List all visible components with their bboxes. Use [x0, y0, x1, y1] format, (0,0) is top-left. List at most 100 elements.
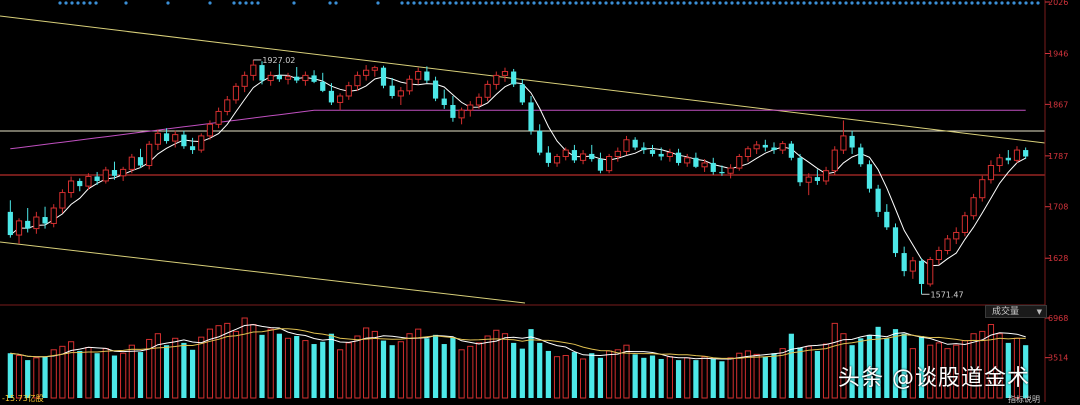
candle [50, 204, 57, 228]
event-marker [838, 1, 842, 5]
candle [553, 153, 561, 167]
volume-bar [294, 336, 300, 398]
event-marker [424, 1, 428, 5]
event-marker [454, 1, 458, 5]
candle [432, 76, 439, 102]
net-flow-label: -15.73亿股 [2, 394, 44, 403]
candle-body [528, 102, 534, 131]
event-marker [208, 1, 212, 5]
event-marker [1036, 1, 1040, 5]
candle-body [987, 165, 995, 181]
event-marker [508, 1, 512, 5]
volume-bar [579, 358, 587, 399]
event-marker [646, 1, 650, 5]
volume-bar [858, 338, 864, 398]
event-marker [898, 1, 902, 5]
event-marker [820, 1, 824, 5]
candle [450, 95, 456, 122]
candle-body [511, 71, 517, 85]
candle-body [953, 231, 960, 240]
candle [206, 120, 214, 140]
indicator-select-label: 成交量 [992, 307, 1020, 317]
event-marker [874, 1, 878, 5]
event-marker [1006, 1, 1010, 5]
candle-body [458, 109, 465, 119]
candle [537, 124, 543, 156]
candle [884, 204, 890, 230]
volume-bar [979, 330, 986, 399]
candle [42, 206, 48, 229]
candle-body [597, 159, 604, 171]
volume-ma-line [10, 328, 1026, 359]
volume-bar [753, 353, 760, 399]
candle-body [866, 164, 873, 189]
event-marker [460, 1, 464, 5]
volume-bar [987, 324, 995, 399]
candle [1013, 146, 1021, 163]
event-marker [580, 1, 584, 5]
volume-bar [553, 356, 561, 399]
volume-bar [67, 341, 75, 399]
candle-body [935, 249, 942, 261]
indicator-select[interactable]: 成交量 ▼ [985, 305, 1047, 318]
price-panel: 1927.02 1571.47 [0, 1, 1046, 306]
price-tick-label: 2026 [1048, 0, 1068, 7]
event-marker [958, 1, 962, 5]
candle-body [111, 170, 118, 176]
candle [320, 72, 326, 93]
event-marker [514, 1, 518, 5]
candle-body [537, 130, 543, 153]
event-marker [676, 1, 680, 5]
volume-bar [727, 357, 734, 399]
candle-body [814, 177, 820, 181]
volume-bar [25, 360, 31, 398]
volume-tick-label: 3514 [1048, 354, 1068, 363]
candle [814, 169, 820, 185]
volume-bar [380, 340, 387, 398]
event-marker [964, 1, 968, 5]
volume-bar [345, 342, 352, 399]
price-tick-label: 1708 [1048, 203, 1068, 212]
candle-body [579, 153, 587, 161]
candle [424, 66, 430, 84]
event-marker [814, 1, 818, 5]
event-marker [472, 1, 476, 5]
candle [927, 256, 934, 287]
candle [641, 142, 647, 154]
candle-body [363, 69, 370, 76]
candle-body [736, 156, 743, 169]
event-marker [1018, 1, 1022, 5]
volume-bar [250, 324, 257, 399]
volume-bar [467, 345, 474, 399]
candle-body [519, 84, 525, 103]
event-marker [748, 1, 752, 5]
candle [77, 178, 83, 192]
event-marker [586, 1, 590, 5]
candle [623, 135, 630, 156]
event-marker [886, 1, 890, 5]
event-marker [910, 1, 914, 5]
candle [788, 141, 794, 161]
event-marker [730, 1, 734, 5]
candle [67, 176, 75, 198]
event-marker [232, 1, 236, 5]
event-marker [436, 1, 440, 5]
candle [163, 128, 170, 144]
candle-body [389, 85, 395, 96]
candle-body [475, 96, 483, 106]
candle [649, 144, 656, 157]
volume-bar [1023, 345, 1029, 398]
volume-bar [866, 334, 873, 398]
candle-body [961, 215, 969, 233]
volume-bar [710, 358, 716, 398]
candle-body [779, 143, 786, 151]
indicator-help-link[interactable]: 指标说明 [1008, 395, 1040, 404]
event-marker [946, 1, 950, 5]
candle [501, 67, 509, 82]
event-marker [574, 1, 578, 5]
candle [849, 130, 855, 154]
candle-body [753, 144, 760, 150]
volume-bar [137, 352, 144, 398]
candle [224, 95, 231, 116]
candle [779, 141, 786, 154]
